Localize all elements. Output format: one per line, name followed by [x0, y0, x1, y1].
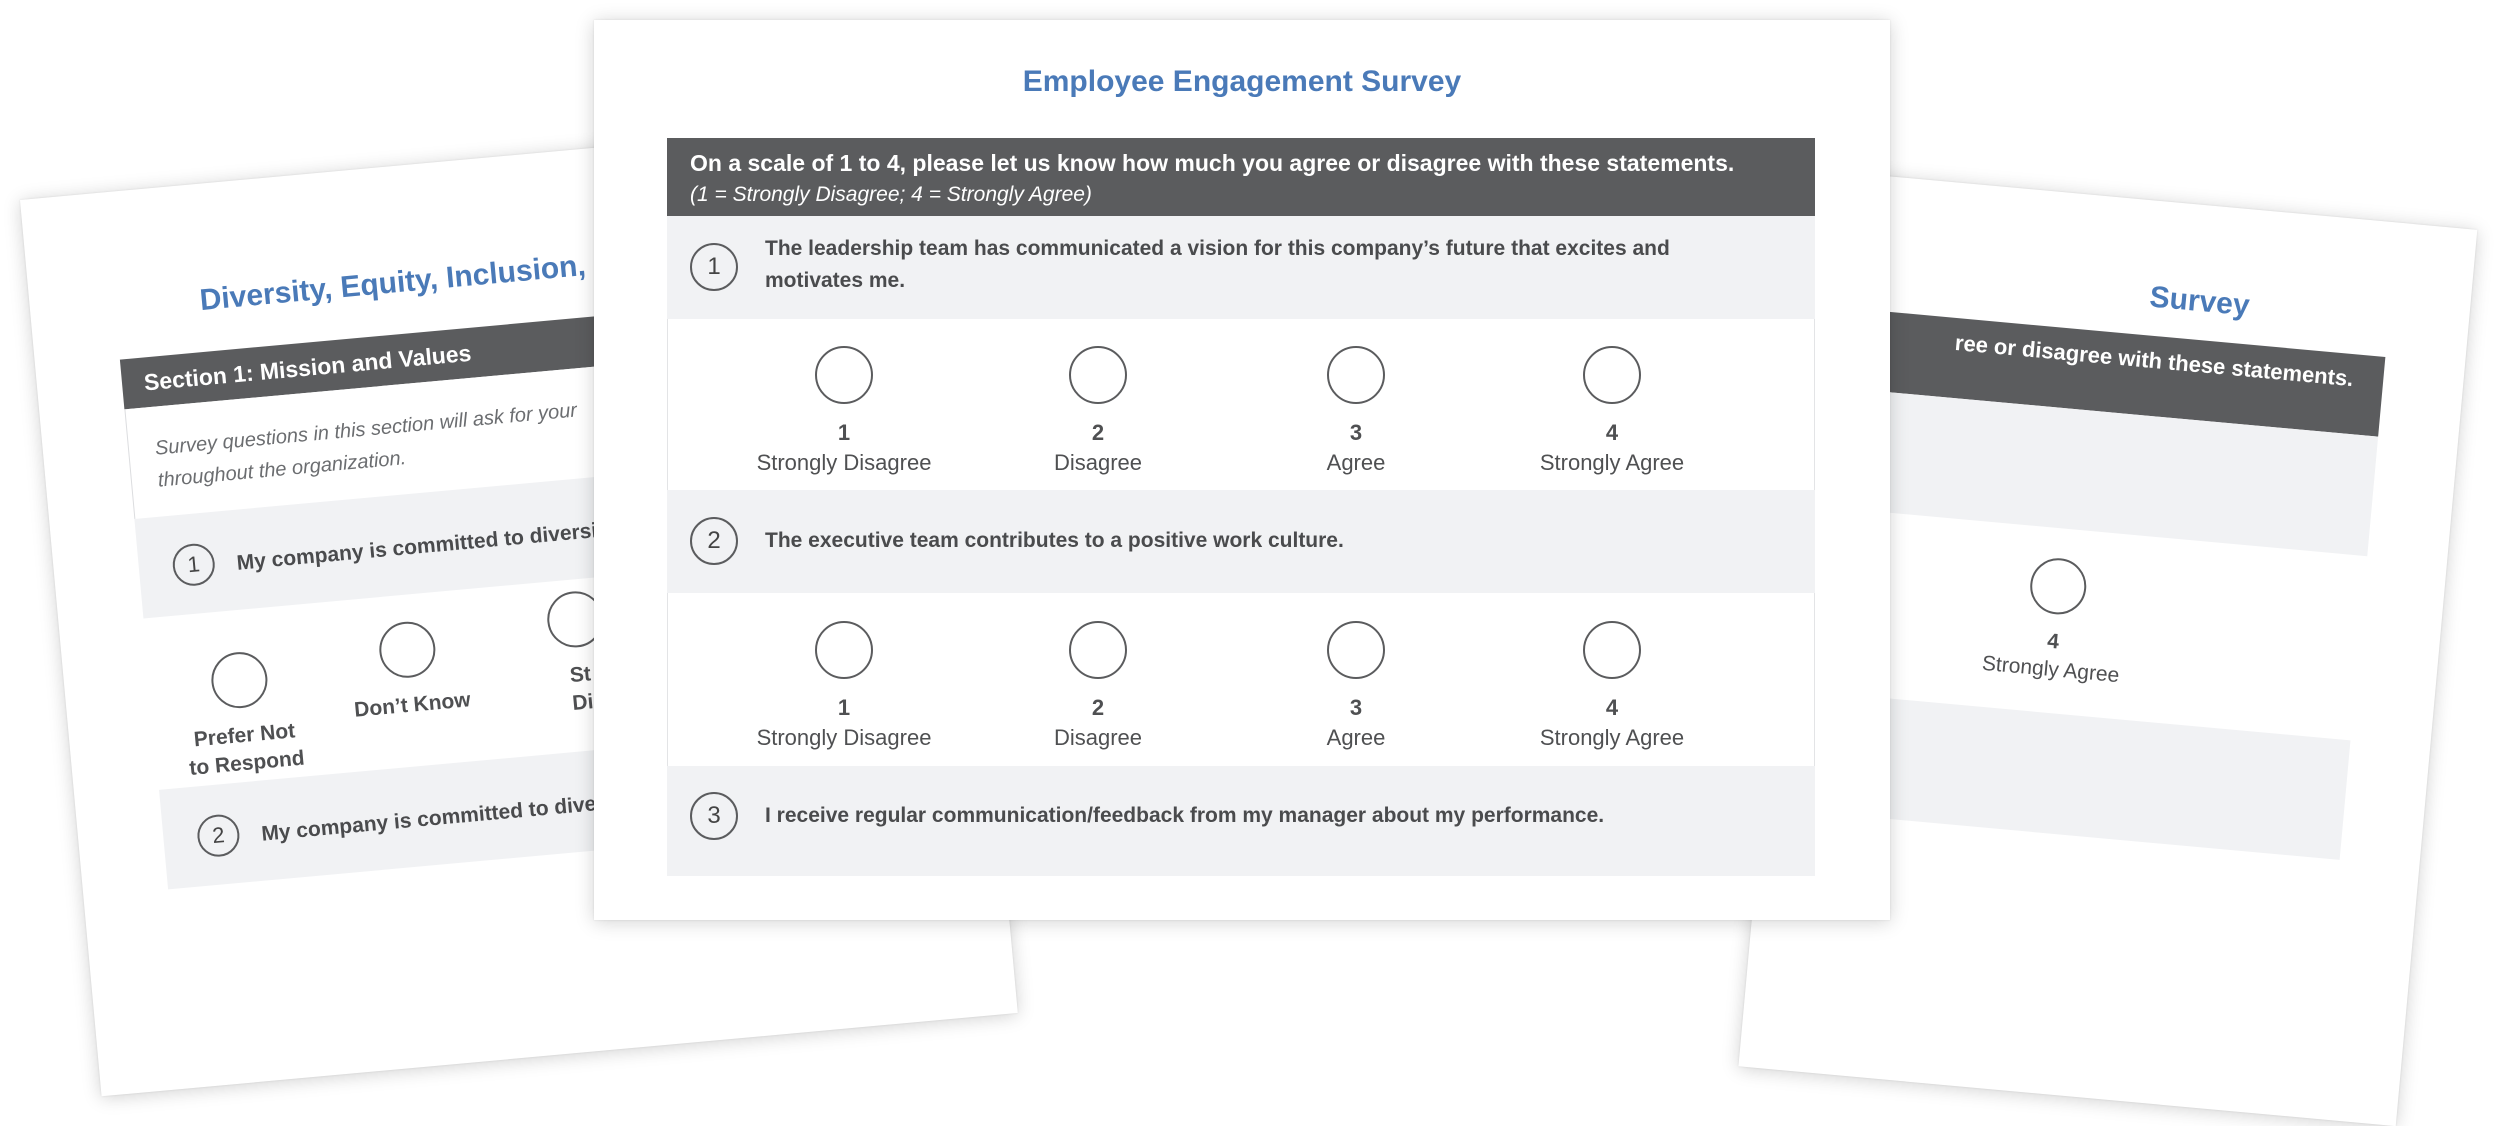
question-text: The executive team contributes to a posi… — [765, 529, 1344, 552]
question-row-2: 2 The executive team contributes to a po… — [667, 490, 1815, 593]
radio-circle-icon[interactable] — [1327, 621, 1385, 679]
option-label: Strongly Agree — [1539, 450, 1685, 475]
option-label: Disagree — [1053, 725, 1143, 750]
option-strongly-agree[interactable]: 4 Strongly Agree — [1492, 346, 1732, 478]
option-number: 3 — [1349, 420, 1363, 445]
right-option-4[interactable]: 4 Strongly Agree — [1950, 549, 2161, 693]
question-number-badge: 3 — [690, 792, 738, 840]
answer-scale-2: 1 Strongly Disagree 2 Disagree 3 Agree 4… — [667, 593, 1815, 766]
option-label: Strongly Agree — [1539, 725, 1685, 750]
option-strongly-agree[interactable]: 4 Strongly Agree — [1492, 621, 1732, 753]
question-row-1: 1 The leadership team has communicated a… — [667, 216, 1815, 319]
option-label: Strongly Disagree — [756, 725, 932, 750]
radio-circle-icon[interactable] — [1583, 346, 1641, 404]
question-text: The leadership team has communicated a v… — [765, 237, 1670, 292]
option-agree[interactable]: 3 Agree — [1236, 621, 1476, 753]
instruction-bar: On a scale of 1 to 4, please let us know… — [667, 138, 1815, 216]
left-option-prefer-not[interactable]: Prefer Not to Respond — [152, 645, 333, 786]
question-number-badge: 2 — [690, 517, 738, 565]
question-row-3: 3 I receive regular communication/feedba… — [667, 766, 1815, 876]
radio-circle-icon[interactable] — [815, 346, 873, 404]
option-agree[interactable]: 3 Agree — [1236, 346, 1476, 478]
answer-scale-1: 1 Strongly Disagree 2 Disagree 3 Agree 4… — [667, 319, 1815, 490]
option-number: 3 — [1349, 695, 1363, 720]
question-number-badge: 1 — [170, 541, 217, 588]
radio-circle-icon[interactable] — [1327, 346, 1385, 404]
option-disagree[interactable]: 2 Disagree — [978, 621, 1218, 753]
survey-title: Employee Engagement Survey — [1022, 65, 1462, 98]
radio-circle-icon[interactable] — [376, 619, 438, 681]
option-strongly-disagree[interactable]: 1 Strongly Disagree — [724, 346, 964, 478]
option-number: 1 — [837, 420, 851, 445]
option-number: 4 — [1605, 420, 1619, 445]
option-strongly-disagree[interactable]: 1 Strongly Disagree — [724, 621, 964, 753]
option-label-line1: Don’t Know — [353, 688, 472, 722]
front-survey-sheet: Employee Engagement Survey On a scale of… — [594, 20, 1890, 920]
option-number: 1 — [837, 695, 851, 720]
option-number: 4 — [1605, 695, 1619, 720]
option-number: 2 — [1091, 420, 1105, 445]
radio-circle-icon[interactable] — [1069, 621, 1127, 679]
option-disagree[interactable]: 2 Disagree — [978, 346, 1218, 478]
option-label: Agree — [1326, 450, 1386, 475]
radio-circle-icon[interactable] — [1583, 621, 1641, 679]
radio-circle-icon[interactable] — [2027, 555, 2089, 617]
question-text: I receive regular communication/feedback… — [765, 804, 1605, 827]
radio-circle-icon[interactable] — [208, 649, 270, 711]
scale-note: (1 = Strongly Disagree; 4 = Strongly Agr… — [690, 183, 1092, 206]
question-number-badge: 1 — [690, 243, 738, 291]
option-label: Strongly Disagree — [756, 450, 932, 475]
option-label: Agree — [1326, 725, 1386, 750]
instruction-text: On a scale of 1 to 4, please let us know… — [690, 150, 1735, 176]
radio-circle-icon[interactable] — [815, 621, 873, 679]
left-sheet-title: Diversity, Equity, Inclusion, & — [198, 246, 617, 318]
option-number: 2 — [1091, 695, 1105, 720]
right-sheet-title: Survey — [2148, 280, 2251, 323]
left-option-dont-know[interactable]: Don’t Know — [320, 614, 498, 727]
question-number-badge: 2 — [195, 812, 242, 859]
radio-circle-icon[interactable] — [1069, 346, 1127, 404]
option-label: Disagree — [1053, 450, 1143, 475]
